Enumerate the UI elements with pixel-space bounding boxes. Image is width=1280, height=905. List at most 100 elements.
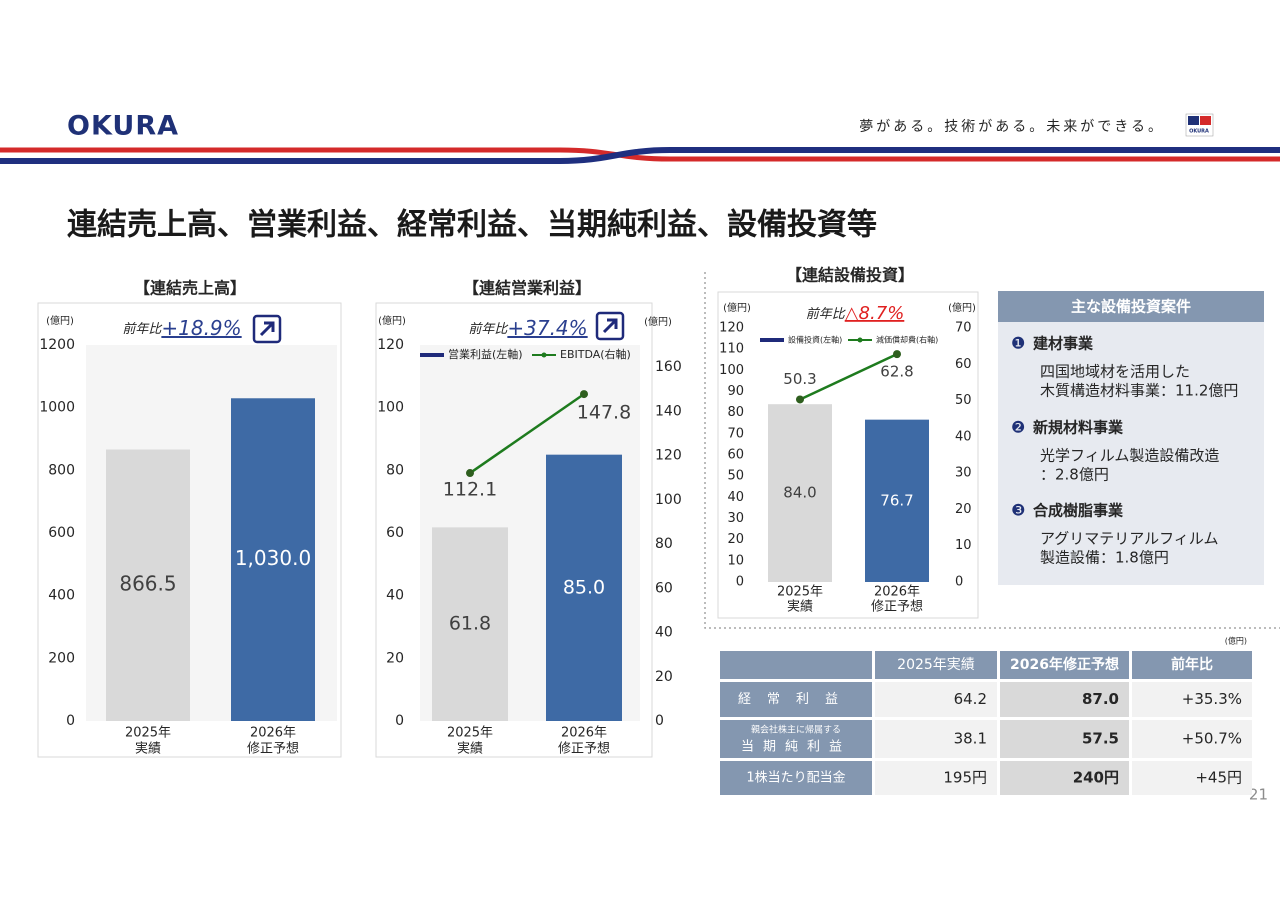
logo: OKURA — [67, 111, 179, 142]
y2-tick-label: 60 — [955, 357, 972, 372]
y-tick-label: 120 — [719, 321, 744, 336]
mark-blue — [1188, 116, 1199, 125]
table-unit: (億円) — [1225, 636, 1247, 646]
bar — [865, 419, 929, 582]
chart-title: 【連結設備投資】 — [786, 266, 914, 285]
y-tick-label: 70 — [727, 426, 744, 441]
bar — [768, 404, 832, 582]
table-value: 57.5 — [1082, 730, 1119, 748]
table-value: 64.2 — [954, 690, 987, 708]
y-tick-label: 1000 — [39, 400, 75, 416]
bar — [546, 454, 622, 721]
table-value: 240円 — [1073, 769, 1119, 787]
x-tick-label: 2026年 — [874, 585, 920, 600]
value-label: 1,030.0 — [235, 546, 311, 570]
value-label: 76.7 — [880, 491, 913, 509]
legend-label: 営業利益(左軸) — [448, 347, 523, 361]
y2-unit: (億円) — [948, 301, 976, 314]
y2-tick-label: 10 — [955, 538, 972, 553]
project-line: 四国地域材を活用した — [1040, 363, 1190, 381]
legend-dot — [857, 337, 863, 343]
y-tick-label: 20 — [727, 532, 744, 547]
project-heading: 建材事業 — [1033, 335, 1094, 353]
project-heading: 合成樹脂事業 — [1032, 502, 1124, 520]
x-tick-label: 2025年 — [125, 726, 171, 741]
y-tick-label: 110 — [719, 342, 744, 357]
project-heading: 新規材料事業 — [1033, 419, 1124, 437]
x-tick-label: 2025年 — [447, 726, 493, 741]
yoy: 前年比△8.7% — [806, 303, 905, 324]
y-tick-label: 200 — [48, 650, 75, 666]
yoy-label: 前年比 — [806, 307, 846, 322]
arrow-glyph — [259, 321, 275, 337]
line-value-label: 62.8 — [880, 363, 913, 381]
projects-title: 主な設備投資案件 — [1071, 298, 1191, 316]
line-point — [466, 469, 474, 478]
arrow-glyph — [602, 318, 618, 334]
y2-tick-label: 60 — [655, 580, 673, 596]
line-point — [580, 390, 588, 399]
table-row-header-cell — [720, 682, 872, 717]
project-marker: ❷ — [1011, 418, 1025, 437]
y-tick-label: 90 — [727, 384, 744, 399]
y-tick-label: 600 — [48, 525, 75, 541]
table-value: 38.1 — [954, 730, 987, 748]
table-header-cell — [1132, 651, 1252, 679]
table-row-label: 親会社株主に帰属する — [751, 724, 841, 736]
table-row-label: 当期純利益 — [741, 740, 851, 755]
table-header-cell — [1000, 651, 1129, 679]
y2-tick-label: 100 — [655, 492, 682, 508]
table-value: 87.0 — [1082, 690, 1119, 708]
bar — [106, 449, 190, 721]
y-tick-label: 1200 — [39, 337, 75, 353]
table-row-header-cell — [720, 761, 872, 795]
table-corner — [720, 651, 872, 679]
y2-tick-label: 140 — [655, 403, 682, 419]
line — [469, 393, 585, 475]
yoy-label: 前年比 — [468, 322, 508, 337]
chart-title: 【連結営業利益】 — [463, 279, 591, 298]
x-tick-sublabel: 実績 — [457, 741, 483, 757]
legend-label: EBITDA(右軸) — [560, 347, 631, 361]
y2-tick-label: 30 — [955, 466, 972, 481]
y2-tick-label: 40 — [955, 429, 972, 444]
value-label: 85.0 — [563, 576, 605, 598]
table-cell — [1000, 761, 1129, 795]
table-value: +50.7% — [1182, 730, 1242, 748]
y-tick-label: 120 — [377, 337, 404, 353]
x-tick-sublabel: 実績 — [135, 741, 161, 757]
table-row-label: 経常利益 — [738, 692, 854, 707]
y-tick-label: 50 — [727, 469, 744, 484]
page-title: 連結売上高、営業利益、経常利益、当期純利益、設備投資等 — [67, 208, 877, 243]
chart-title: 【連結売上高】 — [134, 279, 246, 298]
table-row-header-cell — [720, 720, 872, 758]
y2-tick-label: 0 — [655, 713, 664, 729]
yoy-value: +18.9% — [161, 316, 241, 340]
table-value: +45円 — [1195, 769, 1242, 787]
y-tick-label: 0 — [66, 713, 75, 729]
table-header-cell — [875, 651, 997, 679]
y-tick-label: 0 — [395, 713, 404, 729]
table-row-label: 1株当たり配当金 — [746, 770, 845, 786]
table-header: 前年比 — [1171, 656, 1213, 673]
bar — [231, 398, 315, 721]
table-header: 2025年実績 — [897, 657, 975, 673]
x-tick-label: 2026年 — [250, 726, 296, 741]
line — [799, 352, 898, 401]
y-tick-label: 60 — [727, 448, 744, 463]
y-tick-label: 30 — [727, 511, 744, 526]
x-tick-sublabel: 修正予想 — [247, 741, 299, 757]
value-label: 866.5 — [119, 572, 176, 596]
y-tick-label: 80 — [386, 462, 404, 478]
y-tick-label: 60 — [386, 525, 404, 541]
y-unit: (億円) — [46, 314, 74, 327]
line-value-label: 112.1 — [443, 479, 497, 501]
page-number: 21 — [1249, 786, 1268, 804]
legend-dot — [541, 352, 547, 358]
line-point — [796, 395, 804, 404]
y-tick-label: 100 — [719, 363, 744, 378]
table-value: 195円 — [943, 769, 987, 787]
legend-label: 設備投資(左軸) — [788, 335, 842, 345]
y-tick-label: 100 — [377, 400, 404, 416]
